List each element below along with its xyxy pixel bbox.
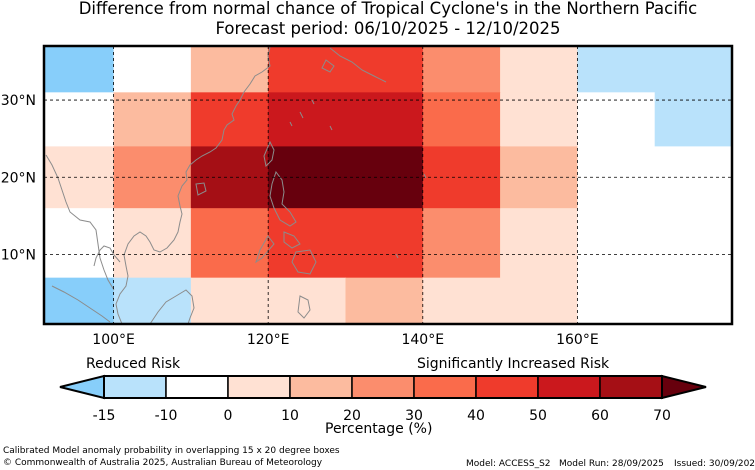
lat-label-10: 10°N bbox=[1, 248, 36, 264]
colorbar-segment-0 bbox=[227, 375, 291, 399]
anomaly-cell-15 bbox=[44, 146, 115, 209]
anomaly-cell-5 bbox=[500, 46, 578, 93]
anomaly-cell-34 bbox=[577, 277, 733, 325]
coastline-ryukyu bbox=[289, 99, 315, 127]
coastline-mainland bbox=[115, 46, 271, 325]
coastline-mindanao bbox=[291, 249, 317, 275]
anomaly-cell-4 bbox=[422, 46, 501, 93]
graticule bbox=[44, 46, 732, 324]
coastline-luzon bbox=[269, 170, 297, 227]
anomaly-cell-27 bbox=[500, 208, 578, 279]
colorbar-segment--10 bbox=[165, 375, 229, 399]
anomaly-cell-26 bbox=[422, 208, 501, 279]
anomaly-cell-9 bbox=[190, 92, 269, 147]
colorbar-tick-60: 60 bbox=[591, 408, 609, 424]
coastline-micronesia bbox=[329, 125, 427, 259]
anomaly-cell-21 bbox=[577, 146, 733, 209]
map-title-line1: Difference from normal chance of Tropica… bbox=[78, 0, 698, 18]
anomaly-cell-32 bbox=[345, 277, 424, 325]
coastline-sumatra bbox=[51, 285, 111, 323]
colorbar-segment-30 bbox=[413, 375, 477, 399]
anomaly-cell-23 bbox=[113, 208, 192, 279]
colorbar-tick--15: -15 bbox=[93, 408, 116, 424]
footer-copyright: © Commonwealth of Australia 2025, Austra… bbox=[3, 458, 323, 468]
longitude-labels: 100°E 120°E 140°E 160°E bbox=[92, 332, 598, 348]
map-title-line2: Forecast period: 06/10/2025 - 12/10/2025 bbox=[215, 19, 561, 38]
colorbar-tick-0: 0 bbox=[224, 408, 233, 424]
footer-note: Calibrated Model anomaly probability in … bbox=[3, 446, 340, 456]
anomaly-cell-25 bbox=[268, 208, 424, 279]
colorbar-segment-60 bbox=[599, 375, 663, 399]
anomaly-cell-14 bbox=[654, 92, 733, 147]
lon-label-140: 140°E bbox=[401, 332, 444, 348]
anomaly-cell-13 bbox=[577, 92, 656, 147]
coastline-gulf-thailand bbox=[93, 245, 121, 267]
anomaly-cell-10 bbox=[268, 92, 424, 147]
coastline-sulawesi bbox=[297, 295, 311, 319]
coastline-palawan bbox=[255, 235, 275, 264]
anomaly-cell-28 bbox=[577, 208, 733, 279]
colorbar-segment-10 bbox=[289, 375, 353, 399]
colorbar-low-arrow bbox=[59, 374, 105, 400]
colorbar-axis-label: Percentage (%) bbox=[325, 421, 433, 437]
increased-risk-label: Significantly Increased Risk bbox=[417, 356, 610, 372]
coastline-bay-bengal bbox=[45, 154, 115, 291]
anomaly-cell-3 bbox=[268, 46, 424, 93]
coastline-visayas bbox=[283, 231, 301, 249]
footer-model-run: Model Run: 28/09/2025 bbox=[559, 459, 664, 469]
colorbar-tick-50: 50 bbox=[529, 408, 547, 424]
anomaly-cell-30 bbox=[113, 277, 192, 325]
coastline-hainan bbox=[195, 182, 207, 196]
anomaly-cells bbox=[44, 46, 733, 325]
lon-label-160: 160°E bbox=[556, 332, 599, 348]
coastline-taiwan bbox=[263, 140, 275, 168]
colorbar-tick-70: 70 bbox=[653, 408, 671, 424]
coastline-borneo bbox=[149, 289, 195, 325]
colorbar-tick-10: 10 bbox=[281, 408, 299, 424]
colorbar-tick-20: 20 bbox=[343, 408, 361, 424]
anomaly-cell-7 bbox=[44, 92, 115, 147]
colorbar-tick--10: -10 bbox=[155, 408, 178, 424]
coastlines bbox=[45, 46, 427, 325]
lat-label-30: 30°N bbox=[1, 93, 36, 109]
colorbar-segment-40 bbox=[475, 375, 539, 399]
coastline-japan bbox=[321, 47, 387, 83]
anomaly-cell-12 bbox=[500, 92, 578, 147]
anomaly-cell-33 bbox=[422, 277, 578, 325]
anomaly-cell-8 bbox=[113, 92, 192, 147]
colorbar-high-arrow bbox=[661, 374, 707, 400]
anomaly-cell-11 bbox=[422, 92, 501, 147]
anomaly-cell-1 bbox=[113, 46, 192, 93]
colorbar-tick-30: 30 bbox=[405, 408, 423, 424]
colorbar-segment-50 bbox=[537, 375, 601, 399]
colorbar-segment-20 bbox=[351, 375, 415, 399]
colorbar: -15 -10 0 10 20 30 40 50 60 70 bbox=[59, 374, 707, 424]
map-frame bbox=[42, 44, 734, 326]
colorbar-tick-40: 40 bbox=[467, 408, 485, 424]
anomaly-cell-2 bbox=[190, 46, 269, 93]
reduced-risk-label: Reduced Risk bbox=[86, 356, 181, 372]
anomaly-cell-24 bbox=[190, 208, 269, 279]
latitude-labels: 10°N 20°N 30°N bbox=[1, 93, 36, 263]
anomaly-cell-0 bbox=[44, 46, 115, 93]
colorbar-segment--15 bbox=[103, 375, 167, 399]
lon-label-120: 120°E bbox=[247, 332, 290, 348]
lat-label-20: 20°N bbox=[1, 170, 36, 186]
colorbar-outline bbox=[103, 375, 663, 399]
anomaly-cell-6 bbox=[577, 46, 733, 93]
footer-issued: Issued: 30/09/2025 bbox=[674, 459, 755, 469]
footer-model: Model: ACCESS_S2 bbox=[466, 459, 551, 469]
lon-label-100: 100°E bbox=[92, 332, 135, 348]
